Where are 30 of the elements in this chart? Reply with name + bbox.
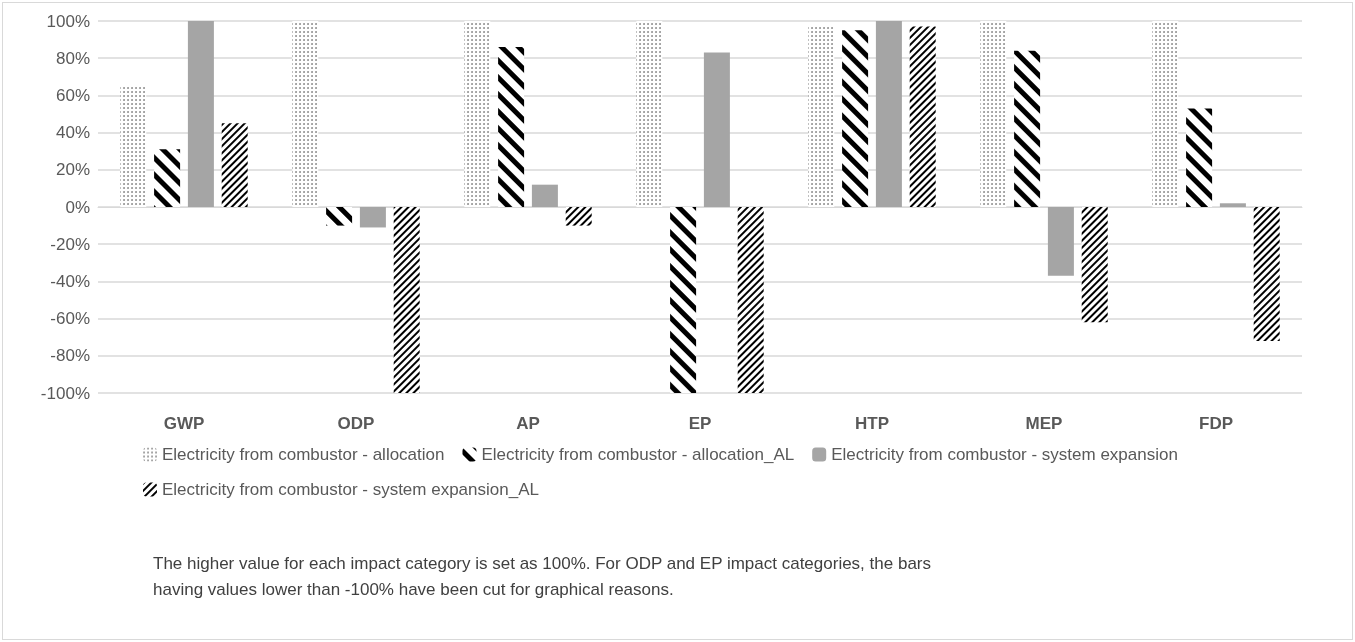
legend-label: Electricity from combustor - allocation_AL — [481, 445, 795, 464]
y-tick-label: -20% — [50, 234, 90, 254]
y-tick-label: 0% — [65, 197, 90, 217]
y-tick-label: -60% — [50, 309, 90, 329]
legend-label: Electricity from combustor - allocation — [162, 445, 445, 464]
y-tick-label: 80% — [55, 48, 90, 68]
x-tick-label: AP — [516, 414, 540, 433]
y-tick-label: 60% — [55, 85, 90, 105]
bar — [703, 52, 730, 207]
y-tick-label: 100% — [46, 11, 90, 31]
x-tick-label: HTP — [855, 414, 889, 433]
bar — [359, 207, 386, 228]
legend-label: Electricity from combustor - system expansion_AL — [162, 480, 539, 499]
x-tick-label: FDP — [1199, 414, 1233, 433]
bar — [1047, 207, 1074, 276]
y-tick-label: -100% — [40, 383, 90, 403]
bar — [1219, 203, 1246, 207]
x-tick-label: GWP — [163, 414, 205, 433]
legend-label: Electricity from combustor - system expansion — [831, 445, 1178, 464]
bar — [531, 184, 558, 207]
y-tick-label: 40% — [55, 123, 90, 143]
y-tick-label: -80% — [50, 346, 90, 366]
x-tick-label: ODP — [337, 414, 375, 433]
bar — [875, 21, 902, 207]
y-tick-label: 20% — [55, 160, 90, 180]
y-tick-label: -40% — [50, 271, 90, 291]
x-tick-label: EP — [688, 414, 712, 433]
text: The higher value for each impact category is set as 100%. For ODP and EP impact categories, the bars having values lower than -100% have been cut for graphical reasons. — [153, 553, 932, 601]
bar — [187, 21, 214, 207]
x-tick-label: MEP — [1025, 414, 1063, 433]
